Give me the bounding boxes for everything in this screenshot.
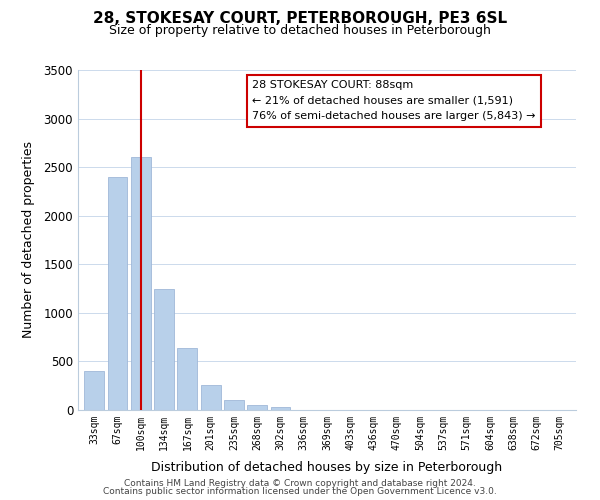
Bar <box>201 384 221 410</box>
Bar <box>131 158 151 410</box>
Text: Contains public sector information licensed under the Open Government Licence v3: Contains public sector information licen… <box>103 487 497 496</box>
Bar <box>154 288 174 410</box>
Text: Contains HM Land Registry data © Crown copyright and database right 2024.: Contains HM Land Registry data © Crown c… <box>124 478 476 488</box>
Y-axis label: Number of detached properties: Number of detached properties <box>22 142 35 338</box>
Text: 28, STOKESAY COURT, PETERBOROUGH, PE3 6SL: 28, STOKESAY COURT, PETERBOROUGH, PE3 6S… <box>93 11 507 26</box>
Bar <box>247 405 267 410</box>
Bar <box>178 348 197 410</box>
Bar <box>107 177 127 410</box>
Bar <box>271 407 290 410</box>
Bar <box>85 371 104 410</box>
Bar <box>224 400 244 410</box>
Text: Size of property relative to detached houses in Peterborough: Size of property relative to detached ho… <box>109 24 491 37</box>
Text: 28 STOKESAY COURT: 88sqm
← 21% of detached houses are smaller (1,591)
76% of sem: 28 STOKESAY COURT: 88sqm ← 21% of detach… <box>252 80 536 122</box>
X-axis label: Distribution of detached houses by size in Peterborough: Distribution of detached houses by size … <box>151 461 503 474</box>
